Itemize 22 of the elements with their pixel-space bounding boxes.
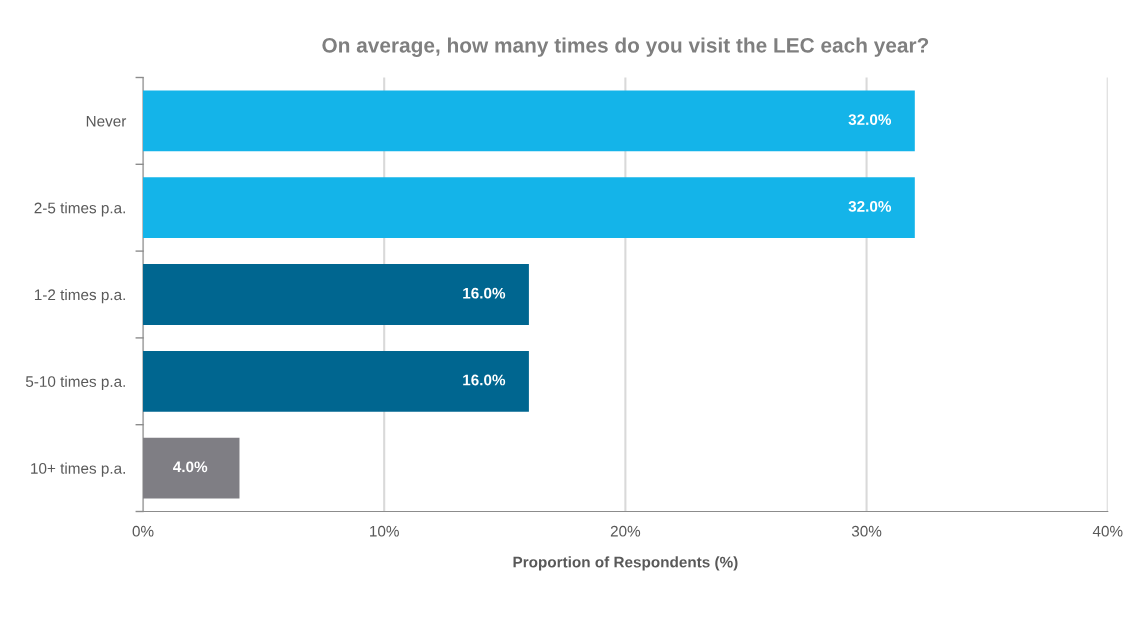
bar: [143, 90, 915, 152]
x-tick-label: 10%: [370, 525, 399, 537]
x-tick-label: 20%: [610, 525, 641, 537]
bar: [143, 264, 529, 325]
bar: [143, 350, 529, 412]
x-tick-label: 40%: [1092, 525, 1123, 537]
data-label: 32.0%: [848, 200, 892, 212]
x-tick-label: 30%: [851, 525, 882, 537]
x-axis-title: Proportion of Respondents (%): [513, 556, 738, 571]
bar: [143, 177, 915, 239]
data-label: 4.0%: [173, 461, 208, 473]
y-tick-label: 1-2 times p.a.: [34, 288, 125, 304]
bar: [143, 437, 240, 499]
x-tick-label: 0%: [132, 525, 154, 537]
data-label: 32.0%: [848, 114, 892, 126]
y-tick-label: Never: [86, 115, 127, 127]
y-tick-label: 5-10 times p.a.: [25, 375, 125, 391]
y-tick-label: 2-5 times p.a.: [34, 202, 125, 217]
data-label: 16.0%: [463, 374, 506, 386]
y-tick-label: 10+ times p.a.: [31, 462, 125, 477]
chart-title: On average, how many times do you visit the LEC each year?: [322, 37, 929, 57]
data-label: 16.0%: [463, 287, 506, 299]
